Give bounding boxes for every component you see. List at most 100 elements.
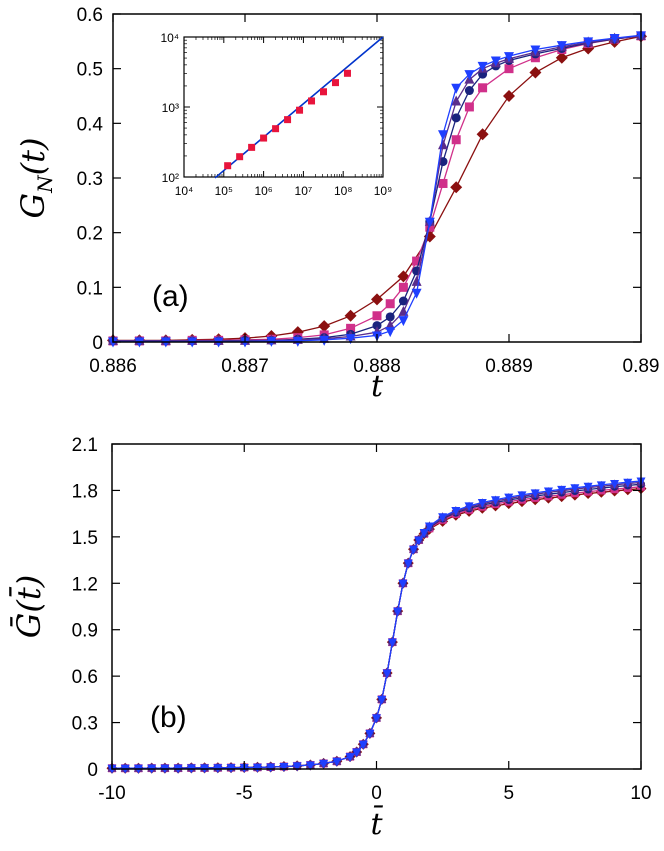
y-tick-label: 0.6: [77, 5, 103, 26]
data-point: [438, 178, 448, 188]
data-point: [609, 34, 620, 45]
data-point: [398, 282, 408, 292]
series-line: [112, 483, 642, 769]
data-point: [382, 669, 392, 679]
data-point: [503, 90, 515, 102]
data-point: [424, 522, 434, 532]
data-point: [318, 320, 331, 333]
data-point: [398, 579, 408, 589]
inset-x-tick-label: 10⁴: [175, 184, 194, 198]
data-point: [358, 740, 368, 750]
y-tick-label: 0.9: [72, 621, 98, 642]
y-axis-label-subscript: N: [33, 174, 57, 194]
x-tick-label: 0.887: [221, 356, 269, 377]
data-point: [372, 321, 382, 331]
data-point: [557, 485, 567, 495]
data-point: [372, 714, 381, 724]
data-point: [352, 748, 362, 758]
inset-y-tick-label: 10⁴: [160, 31, 179, 45]
data-point: [478, 83, 488, 93]
data-point: [529, 66, 542, 79]
y-tick-label: 0.3: [72, 714, 98, 735]
data-point: [596, 481, 606, 491]
data-point: [610, 479, 620, 489]
data-point: [517, 491, 527, 501]
x-tick-label: 0: [371, 783, 382, 804]
y-tick-label: 0.2: [77, 224, 103, 245]
data-point: [266, 763, 276, 773]
data-point: [398, 316, 409, 327]
inset-x-tick-label: 10⁸: [334, 184, 352, 198]
x-tick-label: 5: [503, 783, 514, 804]
panel-a: 0 0.1 0.2 0.3 0.4 0.5 0.6 0.886 0.887 0.888 0.889 0…: [14, 5, 659, 404]
data-point: [385, 299, 395, 309]
data-point: [530, 45, 541, 56]
y-tick-label: 2.1: [72, 435, 98, 456]
series-line: [112, 486, 642, 769]
inset-data-point: [320, 88, 328, 96]
data-point: [412, 256, 422, 266]
series-a-5: [108, 31, 646, 348]
data-point: [464, 70, 475, 81]
series-line: [112, 487, 642, 769]
y-tick-label: 0.5: [77, 60, 103, 81]
inset-y-tick-label: 10²: [162, 171, 179, 185]
data-point: [344, 309, 357, 322]
data-point: [438, 130, 448, 141]
data-point: [371, 293, 383, 306]
panel-label-a: (a): [152, 280, 189, 313]
inset-data-point: [248, 143, 256, 151]
x-axis-label: t̄: [370, 804, 383, 842]
data-point: [555, 51, 568, 64]
data-point: [292, 762, 302, 772]
data-point: [372, 311, 382, 321]
data-point: [583, 482, 593, 492]
data-point: [409, 545, 419, 555]
inset-data-point: [343, 69, 351, 77]
panel-label-b: (b): [150, 701, 187, 734]
data-point: [411, 288, 422, 299]
data-point: [451, 135, 461, 145]
x-tick-label: 0.886: [89, 356, 137, 377]
data-point: [398, 305, 409, 316]
data-point: [332, 757, 342, 767]
y-tick-label: 0: [92, 333, 103, 354]
data-point: [543, 487, 553, 497]
y-tick-label: 0.4: [77, 114, 104, 135]
series-b-5: [107, 477, 646, 774]
data-point: [319, 335, 330, 346]
data-point: [477, 499, 487, 508]
y-tick-label: 1.2: [72, 574, 98, 595]
data-point: [623, 478, 633, 488]
series-line: [112, 480, 642, 769]
x-tick-label: 0.888: [353, 356, 401, 377]
data-point: [490, 56, 501, 67]
data-point: [438, 139, 448, 150]
inset-x-tick-label: 10⁹: [374, 184, 393, 198]
y-tick-label: 1.8: [72, 481, 98, 502]
data-point: [451, 95, 462, 106]
data-point: [411, 275, 422, 286]
data-point: [491, 496, 501, 506]
inset-data-point: [260, 134, 268, 142]
inset-frame: [183, 36, 384, 178]
y-tick-label: 0.3: [77, 169, 103, 190]
series-line: [112, 481, 642, 769]
y-tick-label: 0.1: [77, 278, 103, 299]
y-axis-label: Ḡ(t̄): [9, 575, 48, 638]
data-point: [451, 507, 461, 517]
data-point: [305, 761, 315, 771]
x-tick-label: -10: [98, 783, 125, 804]
x-tick-label: 0.889: [485, 356, 533, 377]
series-b-2: [108, 482, 645, 773]
inset-data-point: [224, 162, 232, 170]
data-point: [477, 61, 488, 72]
inset-data-point: [331, 79, 339, 87]
inset-data-point: [236, 153, 244, 161]
data-point: [397, 270, 410, 283]
inset-chart: 10⁴ 10⁵ 10⁶ 10⁷ 10⁸ 10⁹ 10² 10³ 10⁴: [160, 31, 392, 198]
data-point: [583, 37, 594, 48]
series-b-4: [107, 476, 646, 772]
data-point: [346, 323, 356, 333]
data-point: [464, 86, 474, 96]
